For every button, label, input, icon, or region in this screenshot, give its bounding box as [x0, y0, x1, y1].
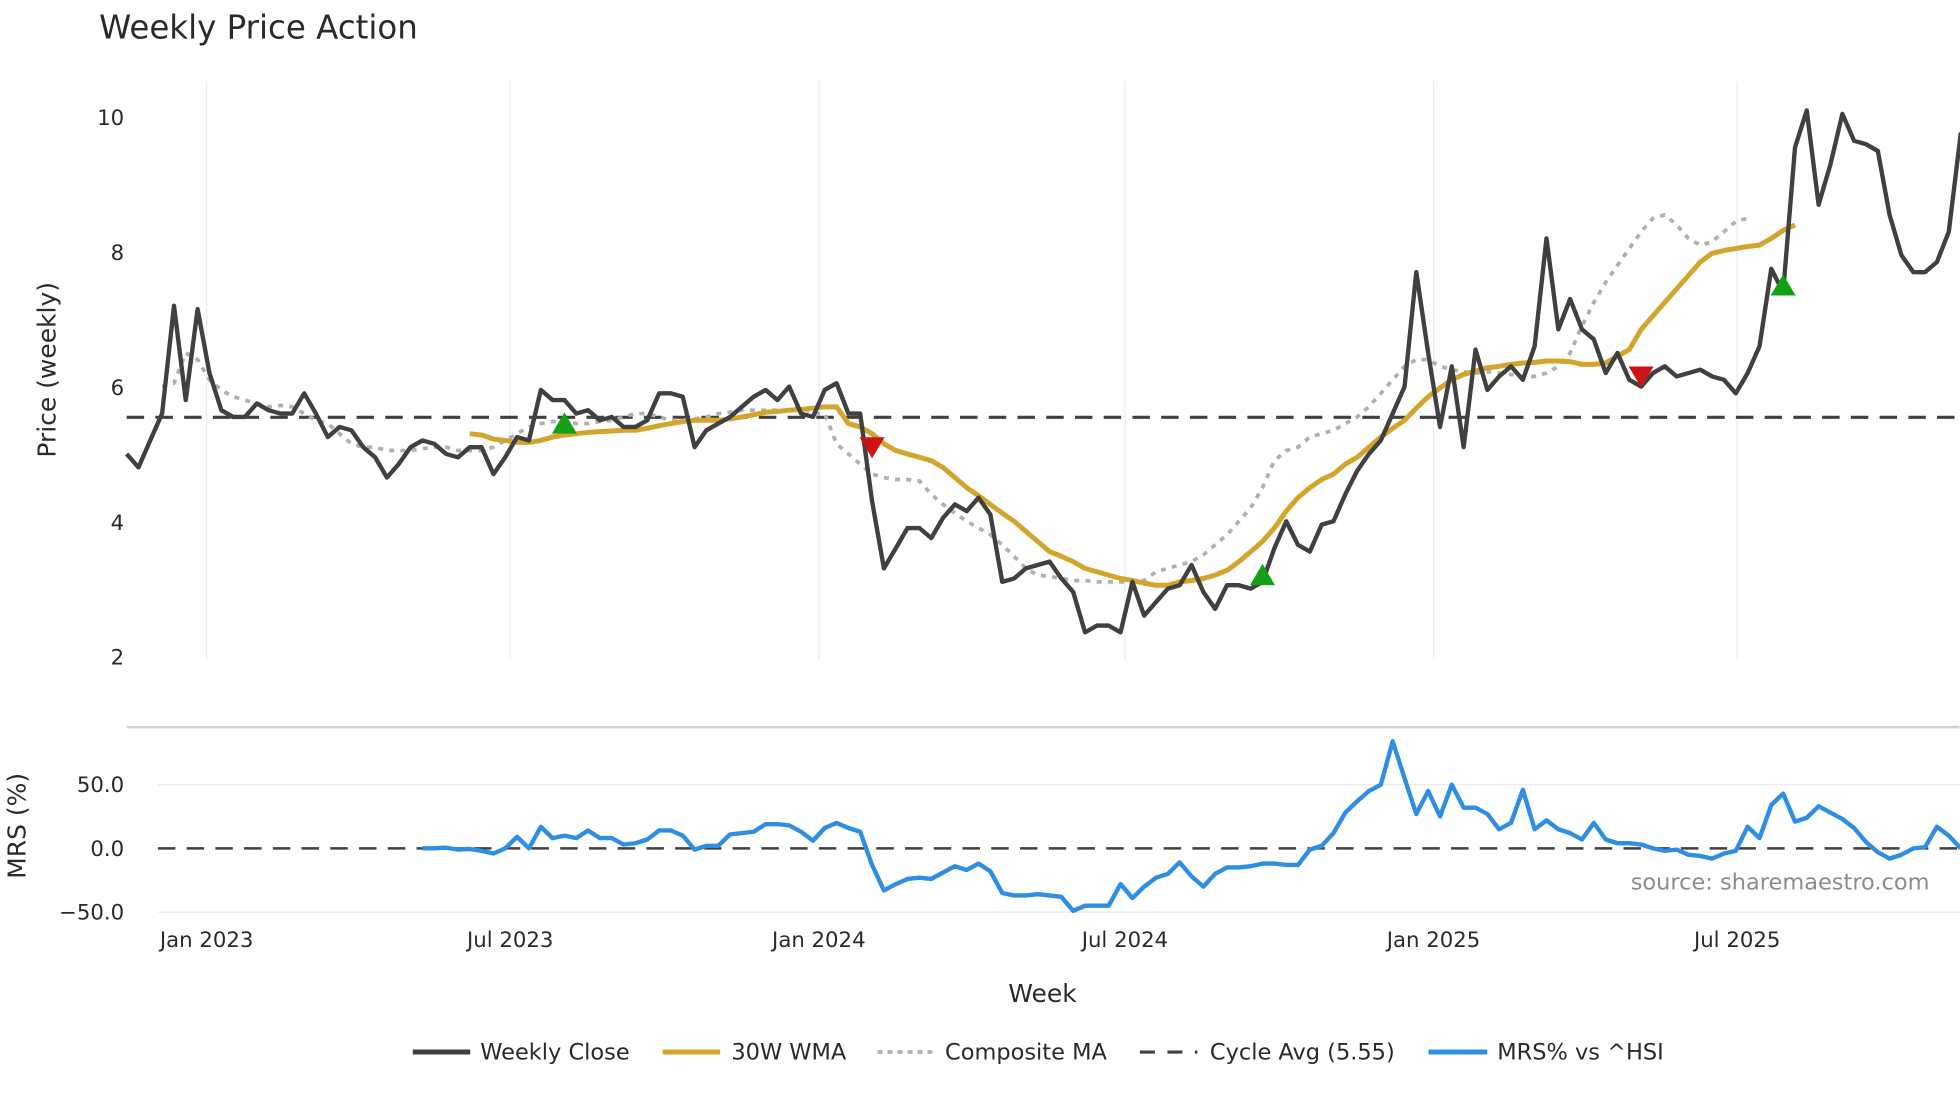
xtick-jan-2024: Jan 2024: [770, 928, 866, 953]
legend-label: 30W WMA: [731, 1040, 847, 1066]
mrs-y-label: MRS (%): [2, 773, 31, 879]
legend-label: MRS% vs ^HSI: [1497, 1040, 1664, 1066]
x-axis: Jan 2023 Jul 2023 Jan 2024 Jul 2024 Jan …: [158, 928, 1781, 1008]
mrs-tick-0: 0.0: [90, 837, 124, 862]
price-tick-4: 4: [111, 511, 125, 536]
composite-ma-line: [161, 213, 1749, 584]
xtick-jul-2025: Jul 2025: [1692, 928, 1780, 953]
sell-signal-triangle-down-icon: [859, 437, 885, 459]
legend-item-mrs[interactable]: MRS% vs ^HSI: [1428, 1040, 1664, 1066]
mrs-tick-minus50: −50.0: [59, 901, 124, 926]
buy-signal-triangle-up-icon: [1250, 563, 1276, 586]
mrs-y-axis: 50.0 0.0 −50.0 MRS (%): [2, 773, 124, 926]
xtick-jan-2025: Jan 2025: [1385, 928, 1481, 953]
price-series: [124, 108, 1960, 635]
price-tick-6: 6: [111, 376, 125, 401]
price-grid: [205, 81, 1738, 660]
signal-markers: [551, 274, 1796, 586]
legend-item-weekly-close[interactable]: Weekly Close: [412, 1040, 630, 1066]
price-tick-2: 2: [111, 646, 125, 671]
mrs-line: [422, 739, 1960, 914]
price-y-label: Price (weekly): [32, 282, 61, 458]
buy-signal-triangle-up-icon: [1770, 274, 1796, 296]
chart-title: Weekly Price Action: [99, 9, 418, 47]
source-annotation: source: sharemaestro.com: [1631, 870, 1930, 896]
legend-item-composite-ma[interactable]: Composite MA: [877, 1040, 1108, 1066]
legend-label: Cycle Avg (5.55): [1210, 1040, 1395, 1066]
wma-30w-line: [469, 222, 1797, 588]
mrs-grid: [157, 783, 1960, 913]
xtick-jul-2023: Jul 2023: [465, 928, 553, 953]
weekly-close-line: [124, 108, 1960, 635]
legend-item-cycle-avg[interactable]: Cycle Avg (5.55): [1139, 1040, 1395, 1066]
price-tick-8: 8: [111, 241, 125, 266]
legend-label: Weekly Close: [480, 1040, 629, 1066]
legend: Weekly Close 30W WMA Composite MA Cycle …: [412, 1040, 1664, 1066]
xtick-jul-2024: Jul 2024: [1080, 928, 1168, 953]
mrs-series: [422, 739, 1960, 914]
price-y-axis: 10 8 6 4 2 Price (weekly): [32, 106, 124, 671]
price-tick-10: 10: [97, 106, 124, 131]
legend-label: Composite MA: [945, 1040, 1107, 1066]
mrs-tick-50: 50.0: [77, 773, 124, 798]
x-axis-label: Week: [1008, 979, 1077, 1008]
buy-signal-triangle-up-icon: [551, 412, 577, 434]
xtick-jan-2023: Jan 2023: [158, 928, 254, 953]
sell-signal-triangle-down-icon: [1628, 366, 1654, 388]
legend-item-30w-wma[interactable]: 30W WMA: [662, 1040, 847, 1066]
